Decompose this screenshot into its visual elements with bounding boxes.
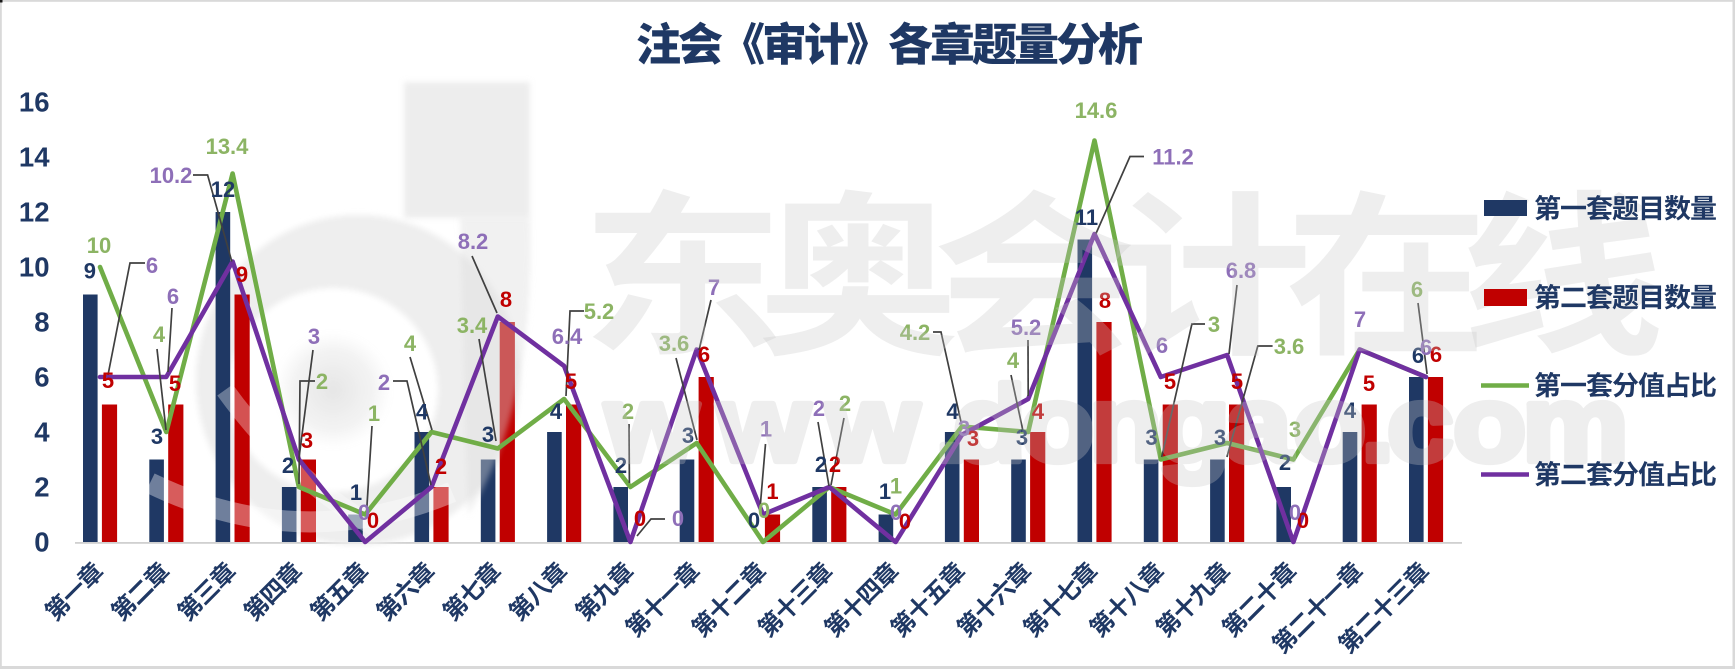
svg-text:2: 2 bbox=[615, 453, 627, 478]
svg-text:www.dongao.com: www.dongao.com bbox=[604, 365, 1629, 485]
svg-text:10: 10 bbox=[19, 252, 50, 283]
svg-text:2: 2 bbox=[316, 369, 328, 394]
svg-text:4: 4 bbox=[1032, 399, 1045, 424]
svg-text:0: 0 bbox=[358, 500, 370, 525]
svg-text:5: 5 bbox=[1231, 369, 1243, 394]
svg-text:4: 4 bbox=[34, 417, 50, 448]
svg-text:3: 3 bbox=[482, 422, 494, 447]
svg-text:12: 12 bbox=[211, 177, 235, 202]
svg-text:13.4: 13.4 bbox=[206, 134, 250, 159]
svg-text:9: 9 bbox=[84, 258, 96, 283]
svg-text:8: 8 bbox=[34, 307, 49, 338]
svg-text:0: 0 bbox=[1297, 508, 1309, 533]
svg-text:2: 2 bbox=[829, 452, 841, 477]
svg-text:5: 5 bbox=[565, 369, 577, 394]
svg-text:14: 14 bbox=[19, 142, 50, 173]
svg-text:3: 3 bbox=[1016, 425, 1028, 450]
svg-text:2: 2 bbox=[282, 453, 294, 478]
svg-text:2: 2 bbox=[1279, 450, 1291, 475]
svg-text:3: 3 bbox=[1214, 425, 1226, 450]
svg-text:2: 2 bbox=[378, 370, 390, 395]
svg-text:2: 2 bbox=[34, 472, 49, 503]
svg-text:0: 0 bbox=[1289, 500, 1301, 525]
svg-text:0: 0 bbox=[748, 508, 760, 533]
svg-text:5: 5 bbox=[169, 371, 181, 396]
svg-text:6: 6 bbox=[34, 362, 49, 393]
svg-text:1: 1 bbox=[760, 416, 772, 441]
svg-text:6.4: 6.4 bbox=[552, 324, 583, 349]
svg-text:3: 3 bbox=[308, 324, 320, 349]
svg-text:1: 1 bbox=[766, 479, 778, 504]
svg-text:11.2: 11.2 bbox=[1152, 144, 1194, 169]
svg-text:1: 1 bbox=[890, 473, 902, 498]
svg-text:3: 3 bbox=[1289, 417, 1301, 442]
svg-text:6: 6 bbox=[167, 284, 179, 309]
svg-text:8.2: 8.2 bbox=[458, 229, 489, 254]
svg-text:4: 4 bbox=[416, 399, 429, 424]
svg-text:1: 1 bbox=[368, 401, 380, 426]
svg-text:0: 0 bbox=[34, 527, 49, 558]
svg-text:5: 5 bbox=[1363, 371, 1375, 396]
svg-text:0: 0 bbox=[634, 506, 646, 531]
svg-text:3: 3 bbox=[967, 426, 979, 451]
svg-text:14.6: 14.6 bbox=[1075, 98, 1118, 123]
svg-text:5: 5 bbox=[1164, 369, 1176, 394]
svg-text:3.6: 3.6 bbox=[1274, 334, 1305, 359]
svg-text:1: 1 bbox=[879, 479, 891, 504]
svg-text:5.2: 5.2 bbox=[584, 299, 615, 324]
svg-text:10: 10 bbox=[87, 233, 111, 258]
svg-text:2: 2 bbox=[435, 454, 447, 479]
svg-text:0: 0 bbox=[672, 506, 684, 531]
svg-text:5: 5 bbox=[102, 368, 114, 393]
svg-text:2: 2 bbox=[622, 399, 634, 424]
svg-text:16: 16 bbox=[19, 87, 50, 118]
svg-text:10.2: 10.2 bbox=[150, 163, 193, 188]
svg-text:3.4: 3.4 bbox=[457, 313, 488, 338]
svg-text:7: 7 bbox=[1354, 307, 1366, 332]
svg-text:12: 12 bbox=[19, 197, 50, 228]
svg-text:3: 3 bbox=[301, 428, 313, 453]
svg-text:11: 11 bbox=[1075, 205, 1098, 230]
svg-text:0: 0 bbox=[758, 498, 770, 523]
svg-text:0: 0 bbox=[899, 509, 911, 534]
svg-text:3: 3 bbox=[1145, 425, 1157, 450]
svg-text:2: 2 bbox=[815, 452, 827, 477]
svg-text:6: 6 bbox=[146, 253, 158, 278]
svg-text:8: 8 bbox=[500, 287, 512, 312]
svg-text:6: 6 bbox=[698, 342, 710, 367]
svg-text:4: 4 bbox=[550, 399, 563, 424]
svg-text:2: 2 bbox=[839, 391, 851, 416]
svg-text:4: 4 bbox=[1344, 398, 1357, 423]
svg-text:0: 0 bbox=[367, 508, 379, 533]
svg-text:3: 3 bbox=[151, 424, 163, 449]
svg-text:1: 1 bbox=[350, 480, 362, 505]
svg-text:3: 3 bbox=[682, 423, 694, 448]
svg-text:0: 0 bbox=[890, 500, 902, 525]
svg-text:4: 4 bbox=[153, 322, 166, 347]
svg-text:2: 2 bbox=[813, 396, 825, 421]
svg-text:4: 4 bbox=[404, 331, 417, 356]
svg-text:4: 4 bbox=[946, 399, 959, 424]
svg-text:9: 9 bbox=[236, 262, 248, 287]
svg-text:3: 3 bbox=[958, 416, 970, 441]
svg-text:4: 4 bbox=[1007, 348, 1020, 373]
svg-text:3: 3 bbox=[1208, 312, 1220, 337]
